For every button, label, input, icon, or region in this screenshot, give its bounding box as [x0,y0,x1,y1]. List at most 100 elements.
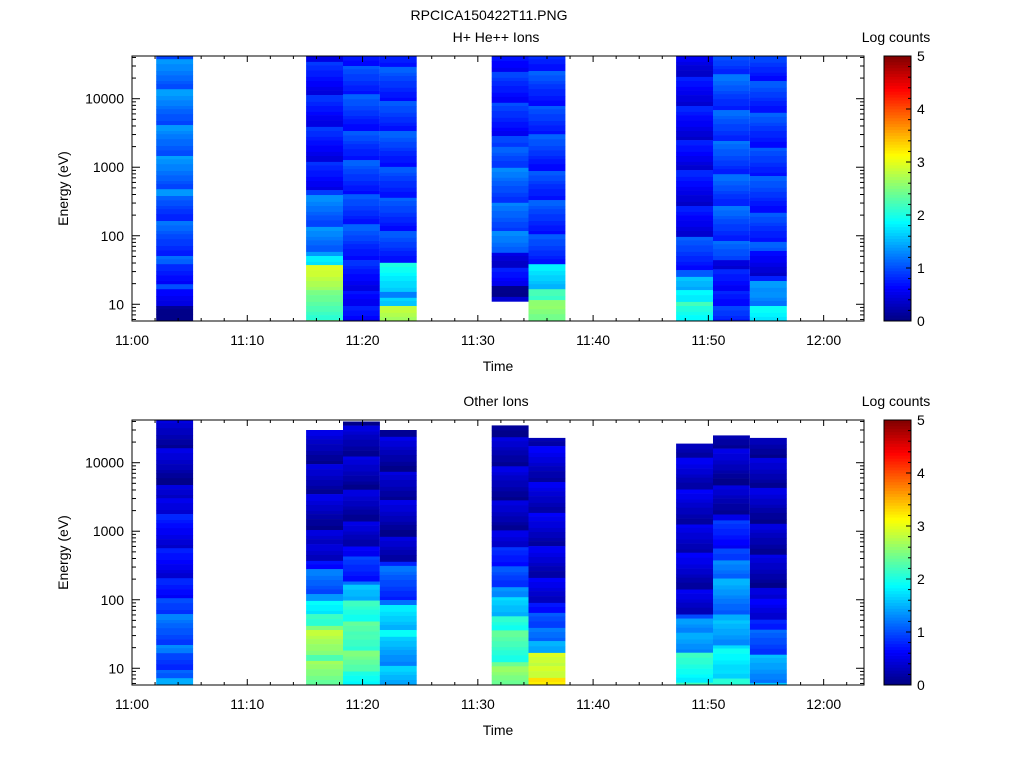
colorbar-segment [884,581,911,586]
heatmap-cell [713,603,750,611]
heatmap-cell [749,548,787,555]
heatmap-cell [713,235,750,242]
heatmap-cell [343,571,380,576]
heatmap-cell [156,296,194,301]
heatmap-cell [713,116,750,120]
heatmap-cell [306,95,343,103]
heatmap-cell [306,564,343,570]
heatmap-cell [749,654,787,659]
heatmap-cell [156,175,194,182]
heatmap-cell [528,552,566,558]
heatmap-cell [528,164,566,172]
heatmap-cell [306,145,343,153]
colorbar-segment [884,229,911,234]
heatmap-cell [343,181,380,186]
heatmap-cell [528,289,566,297]
heatmap-cell [528,314,566,322]
heatmap-cell [528,114,566,122]
heatmap-cell [749,498,787,505]
heatmap-cell [676,95,713,103]
heatmap-cell [379,291,417,299]
heatmap-cell [676,201,713,207]
heatmap-cell [343,91,380,95]
heatmap-cell [676,452,713,458]
heatmap-cell [343,224,380,232]
colorbar-segment [884,564,911,568]
heatmap-cell [343,525,380,532]
heatmap-cell [491,177,529,182]
heatmap-cell [306,630,343,637]
heatmap-cell [676,126,713,132]
heatmap-cell [749,657,787,664]
heatmap-cell [306,569,343,577]
data-column [306,56,343,322]
heatmap-cell [343,141,380,145]
heatmap-cell [713,628,750,636]
colorbar-segment [884,256,911,260]
heatmap-cell [749,648,787,655]
colorbar-segment [884,449,911,453]
heatmap-cell [676,315,713,321]
heatmap-cell [156,200,194,207]
heatmap-cell [491,430,529,438]
heatmap-cell [156,510,194,515]
heatmap-cell [491,591,529,598]
heatmap-cell [156,439,194,446]
heatmap-cell [713,495,750,499]
panel-title: Other Ions [463,393,528,409]
heatmap-cell [491,662,529,667]
heatmap-cell [491,296,529,302]
heatmap-cell [306,281,343,288]
plot-frame [131,55,865,322]
heatmap-cell [676,618,713,625]
heatmap-cell [749,454,787,459]
heatmap-cell [156,81,194,85]
heatmap-cell [713,589,750,596]
heatmap-cell [343,210,380,217]
heatmap-cell [676,161,713,166]
heatmap-cell [528,239,566,247]
heatmap-cell [379,625,417,631]
heatmap-cell [528,100,566,107]
heatmap-cell [306,90,343,96]
heatmap-cell [156,460,194,465]
heatmap-cell [676,514,713,519]
y-tick-label: 10 [108,660,124,676]
heatmap-cell [306,644,343,652]
heatmap-cell [528,81,566,85]
heatmap-cell [713,241,750,245]
heatmap-cell [306,500,343,506]
heatmap-cell [713,144,750,150]
heatmap-cell [343,85,380,92]
colorbar-segment [884,226,911,231]
y-tick-label: 100 [101,592,125,608]
heatmap-cell [306,140,343,146]
heatmap-cell [379,141,417,149]
heatmap-cell [528,296,566,301]
heatmap-cell [749,162,787,168]
heatmap-cell [379,525,417,531]
heatmap-cell [156,623,194,629]
heatmap-cell [528,466,566,472]
heatmap-cell [491,67,529,73]
heatmap-cell [343,464,380,472]
heatmap-cell [156,221,194,226]
colorbar-segment [884,100,911,104]
heatmap-cell [379,172,417,177]
colorbar-segment [884,164,911,169]
colorbar-segment [884,614,911,618]
heatmap-cell [528,512,566,517]
heatmap-cell [491,597,529,601]
heatmap-cell [306,295,343,303]
data-column [676,443,713,686]
heatmap-cell [749,287,787,293]
heatmap-cell [379,611,417,617]
heatmap-cell [343,299,380,307]
heatmap-cell [379,621,417,626]
y-tick-label: 1000 [93,523,124,539]
heatmap-cell [749,457,787,464]
heatmap-cell [713,310,750,317]
heatmap-cell [749,222,787,227]
heatmap-cell [676,186,713,191]
heatmap-cell [491,605,529,613]
